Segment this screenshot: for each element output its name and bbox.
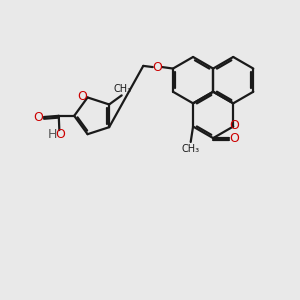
Text: O: O xyxy=(55,128,65,141)
Text: O: O xyxy=(33,110,43,124)
Text: O: O xyxy=(229,119,239,132)
Text: O: O xyxy=(77,90,87,104)
Text: CH₃: CH₃ xyxy=(113,84,131,94)
Text: O: O xyxy=(153,61,163,74)
Text: CH₃: CH₃ xyxy=(182,143,200,154)
Text: O: O xyxy=(230,132,239,145)
Text: H: H xyxy=(48,128,58,141)
